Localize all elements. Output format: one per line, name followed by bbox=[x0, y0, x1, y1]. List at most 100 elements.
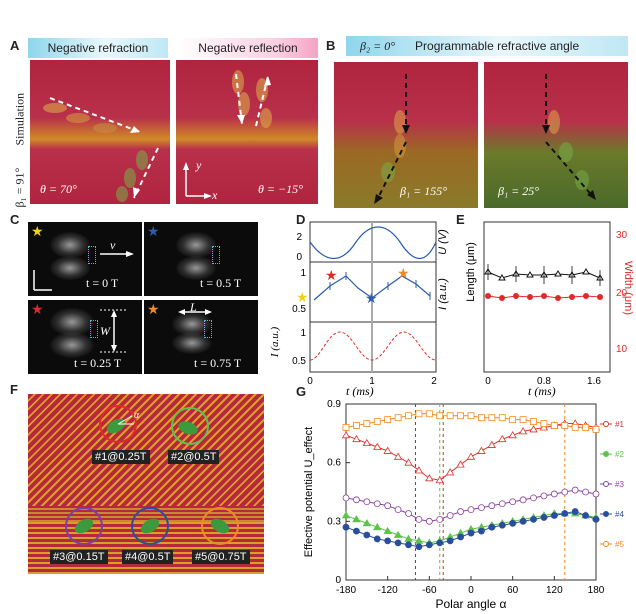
e-xlabel: t (ms) bbox=[528, 384, 556, 398]
data-point bbox=[342, 494, 350, 502]
data-point bbox=[341, 511, 351, 519]
sim-negative-reflection: y x θ = −15° bbox=[176, 60, 318, 204]
W-label: W bbox=[100, 324, 110, 338]
data-point bbox=[446, 512, 454, 519]
L-label: L bbox=[190, 300, 197, 314]
v-label: v bbox=[110, 238, 116, 252]
data-point bbox=[404, 458, 413, 466]
data-point bbox=[436, 515, 444, 523]
x-tick-label: 180 bbox=[588, 585, 605, 596]
data-point bbox=[405, 412, 412, 420]
panel-letter-a: A bbox=[10, 38, 20, 53]
pill-negative-refraction: Negative refraction bbox=[28, 38, 168, 58]
panel-letter-b: B bbox=[326, 38, 336, 53]
data-point bbox=[362, 438, 372, 447]
data-point bbox=[592, 426, 600, 433]
data-point bbox=[571, 424, 579, 431]
d-top-tick: 0 bbox=[296, 252, 302, 263]
axis-x-label: x bbox=[212, 188, 218, 202]
data-point bbox=[446, 537, 454, 545]
star-icon: ★ bbox=[147, 301, 160, 317]
data-point bbox=[373, 535, 381, 543]
data-point bbox=[582, 488, 589, 496]
data-point bbox=[488, 502, 496, 510]
star-icon: ★ bbox=[147, 223, 160, 239]
d-ylabel-mid: I (a.u.) bbox=[437, 278, 449, 310]
data-point bbox=[373, 418, 381, 426]
f-label-1: #1@0.25T bbox=[92, 450, 150, 464]
data-point bbox=[456, 460, 465, 468]
data-point bbox=[539, 423, 549, 431]
data-point bbox=[384, 416, 392, 424]
data-point bbox=[393, 530, 403, 538]
f-alpha-label: α bbox=[134, 410, 140, 421]
data-point bbox=[540, 420, 548, 427]
d-mid-tick: 1 bbox=[300, 268, 306, 279]
data-point bbox=[530, 515, 537, 523]
side-label-beta: β₁ = 91° bbox=[12, 167, 27, 208]
legend-marker bbox=[603, 481, 609, 487]
y-tick-label: 0.6 bbox=[327, 458, 341, 469]
data-point bbox=[342, 523, 350, 531]
data-point bbox=[363, 531, 371, 539]
panel-g-chart: -180 -120 -60 0 60 120 180 0 0.3 0.6 0.9 Polar angl… bbox=[303, 399, 624, 611]
data-point bbox=[498, 434, 507, 443]
legend-marker bbox=[603, 541, 609, 547]
data-point bbox=[467, 529, 475, 537]
f-label-2: #2@0.5T bbox=[168, 450, 220, 464]
data-point bbox=[352, 434, 361, 443]
data-point bbox=[487, 440, 497, 448]
e-x-tick: 0 bbox=[485, 376, 491, 387]
sim-negative-refraction: θ = 70° bbox=[30, 60, 170, 204]
d-star-red-icon: ★ bbox=[325, 267, 338, 283]
data-point bbox=[498, 521, 506, 529]
data-point bbox=[342, 424, 350, 431]
data-point bbox=[394, 414, 402, 422]
data-point bbox=[405, 541, 412, 549]
data-point bbox=[352, 515, 361, 523]
e-ylabel-right: Width (μm) bbox=[622, 260, 634, 315]
x-tick-label: 120 bbox=[546, 585, 563, 596]
legend-label: #5 bbox=[615, 540, 624, 549]
d-star-orange-icon: ★ bbox=[397, 265, 410, 281]
star-icon: ★ bbox=[31, 301, 44, 317]
legend-marker bbox=[603, 451, 609, 457]
data-point bbox=[425, 517, 433, 525]
theta-label-right: θ = −15° bbox=[258, 182, 303, 196]
d-star-blue-icon: ★ bbox=[365, 290, 378, 306]
data-point bbox=[467, 412, 475, 420]
data-point bbox=[550, 512, 558, 519]
data-point bbox=[446, 412, 454, 420]
data-point bbox=[435, 475, 444, 484]
d-top-tick: 2 bbox=[296, 232, 302, 243]
data-point bbox=[561, 488, 569, 496]
d-xlabel: t (ms) bbox=[346, 384, 374, 398]
cam-frame-t025: ★ W t = 0.25 T bbox=[28, 300, 142, 374]
data-point bbox=[373, 500, 381, 508]
f-label-5: #5@0.75T bbox=[192, 550, 250, 564]
data-point bbox=[550, 422, 558, 429]
data-point bbox=[393, 452, 403, 460]
side-label-simulation: Simulation bbox=[12, 92, 27, 146]
data-point bbox=[582, 512, 589, 519]
data-point bbox=[571, 508, 579, 515]
data-point bbox=[508, 430, 517, 439]
e-x-tick: 1.6 bbox=[587, 376, 601, 387]
legend-label: #3 bbox=[615, 480, 624, 489]
data-point bbox=[519, 517, 527, 525]
data-point bbox=[425, 541, 433, 549]
data-point bbox=[457, 533, 464, 541]
plot-frame bbox=[345, 403, 597, 581]
data-point bbox=[383, 526, 392, 535]
legend-label: #4 bbox=[615, 510, 624, 519]
data-point bbox=[341, 430, 351, 439]
data-point bbox=[363, 498, 371, 506]
panel-letter-c: C bbox=[10, 212, 20, 227]
data-point bbox=[362, 518, 372, 527]
panel-letter-d: D bbox=[296, 212, 306, 227]
d-bot-tick: 0.5 bbox=[292, 356, 306, 367]
data-point bbox=[383, 446, 392, 454]
data-point bbox=[530, 418, 537, 426]
x-tick-label: 60 bbox=[507, 585, 519, 596]
data-point bbox=[540, 514, 548, 521]
